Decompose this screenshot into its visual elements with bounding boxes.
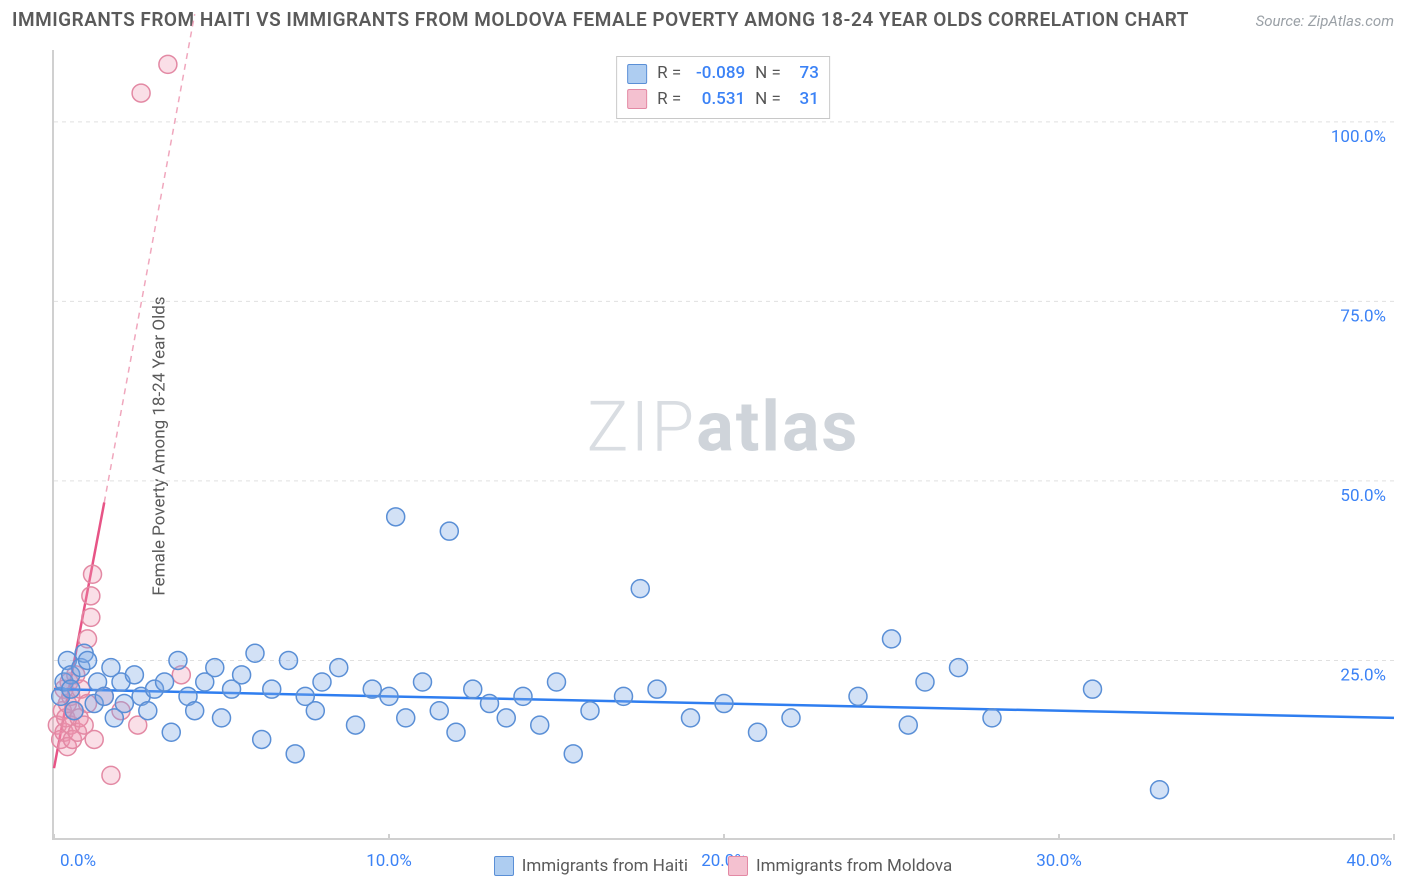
scatter-point [564,745,582,763]
correlation-scatter-plot: 25.0%50.0%75.0%100.0%0.0%10.0%20.0%30.0%… [52,50,1392,840]
scatter-point [715,695,733,713]
scatter-point [749,723,767,741]
y-tick-label: 75.0% [1340,306,1386,326]
series-swatch [627,89,647,109]
scatter-point [363,680,381,698]
scatter-point [132,84,150,102]
legend: Immigrants from Haiti Immigrants from Mol… [54,856,1392,876]
legend-label: Immigrants from Haiti [522,856,688,876]
scatter-point [581,702,599,720]
scatter-point [497,709,515,727]
scatter-point [1084,680,1102,698]
scatter-point [682,709,700,727]
scatter-point [347,716,365,734]
y-tick-label: 50.0% [1340,486,1386,506]
scatter-point [548,673,566,691]
scatter-point [782,709,800,727]
scatter-point [65,702,83,720]
scatter-point [440,522,458,540]
scatter-point [263,680,281,698]
stats-row: R =-0.089 N =73 [627,61,819,87]
scatter-point [286,745,304,763]
legend-item: Immigrants from Haiti [494,856,688,876]
source-label: Source: ZipAtlas.com [1256,12,1394,30]
series-swatch [728,856,748,876]
scatter-point [849,687,867,705]
scatter-point [79,651,97,669]
stat-r-value: -0.089 [689,61,745,87]
scatter-point [631,580,649,598]
scatter-point [330,659,348,677]
scatter-point [213,709,231,727]
scatter-point [899,716,917,734]
scatter-point [380,687,398,705]
scatter-point [531,716,549,734]
stats-row: R =0.531 N =31 [627,87,819,113]
scatter-point [186,702,204,720]
stats-box: R =-0.089 N =73R =0.531 N =31 [616,56,830,119]
scatter-point [950,659,968,677]
legend-item: Immigrants from Moldova [728,856,952,876]
scatter-point [648,680,666,698]
scatter-point [162,723,180,741]
scatter-point [983,709,1001,727]
scatter-point [1151,781,1169,799]
scatter-point [464,680,482,698]
scatter-point [313,673,331,691]
scatter-point [82,608,100,626]
scatter-point [169,651,187,669]
scatter-point [447,723,465,741]
stat-n-value: 73 [789,61,819,87]
legend-label: Immigrants from Moldova [756,856,952,876]
y-tick-label: 100.0% [1331,127,1386,147]
y-tick-label: 25.0% [1340,665,1386,685]
scatter-point [481,695,499,713]
scatter-point [514,687,532,705]
scatter-point [84,565,102,583]
scatter-point [125,666,143,684]
stat-n-value: 31 [789,87,819,113]
scatter-point [414,673,432,691]
page-title: IMMIGRANTS FROM HAITI VS IMMIGRANTS FROM… [12,8,1189,31]
scatter-point [233,666,251,684]
scatter-point [95,687,113,705]
scatter-point [246,644,264,662]
scatter-point [82,587,100,605]
scatter-point [85,730,103,748]
scatter-point [430,702,448,720]
scatter-point [156,673,174,691]
scatter-point [916,673,934,691]
scatter-point [139,702,157,720]
scatter-point [280,651,298,669]
scatter-point [206,659,224,677]
scatter-point [159,55,177,73]
stat-r-value: 0.531 [689,87,745,113]
scatter-point [115,695,133,713]
scatter-point [883,630,901,648]
scatter-point [102,766,120,784]
series-swatch [627,64,647,84]
scatter-point [615,687,633,705]
scatter-point [62,680,80,698]
scatter-point [397,709,415,727]
series-swatch [494,856,514,876]
scatter-point [253,730,271,748]
scatter-point [387,508,405,526]
scatter-point [306,702,324,720]
